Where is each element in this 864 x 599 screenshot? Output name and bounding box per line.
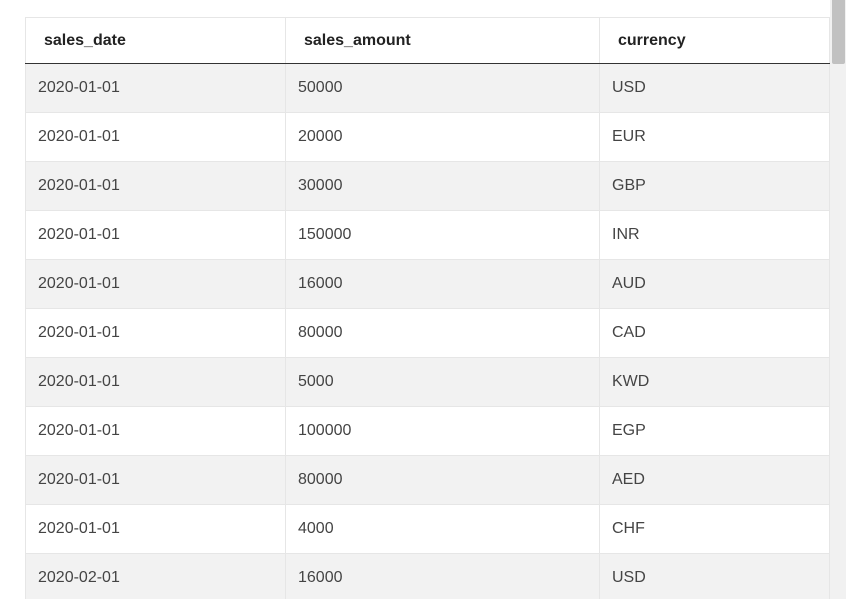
vertical-scrollbar[interactable] bbox=[830, 0, 846, 599]
table-row: 2020-01-01 16000 AUD bbox=[25, 259, 830, 309]
table-row: 2020-01-01 4000 CHF bbox=[25, 504, 830, 554]
table-row: 2020-01-01 5000 KWD bbox=[25, 357, 830, 407]
cell-sales-amount: 20000 bbox=[285, 112, 600, 162]
table-row: 2020-01-01 20000 EUR bbox=[25, 112, 830, 162]
cell-sales-amount: 150000 bbox=[285, 210, 600, 260]
cell-sales-amount: 30000 bbox=[285, 161, 600, 211]
column-header-currency[interactable]: currency bbox=[599, 17, 830, 64]
cell-currency: INR bbox=[599, 210, 830, 260]
cell-sales-amount: 5000 bbox=[285, 357, 600, 407]
cell-sales-date: 2020-01-01 bbox=[25, 357, 286, 407]
right-gutter bbox=[846, 0, 864, 599]
cell-sales-date: 2020-01-01 bbox=[25, 210, 286, 260]
table-row: 2020-01-01 30000 GBP bbox=[25, 161, 830, 211]
table-row: 2020-01-01 50000 USD bbox=[25, 63, 830, 113]
cell-currency: AUD bbox=[599, 259, 830, 309]
cell-sales-amount: 100000 bbox=[285, 406, 600, 456]
cell-currency: GBP bbox=[599, 161, 830, 211]
cell-sales-date: 2020-01-01 bbox=[25, 455, 286, 505]
cell-sales-date: 2020-02-01 bbox=[25, 553, 286, 599]
cell-sales-amount: 16000 bbox=[285, 259, 600, 309]
scrollbar-thumb[interactable] bbox=[832, 0, 845, 64]
cell-sales-date: 2020-01-01 bbox=[25, 308, 286, 358]
cell-sales-date: 2020-01-01 bbox=[25, 406, 286, 456]
cell-sales-amount: 80000 bbox=[285, 308, 600, 358]
cell-currency: EUR bbox=[599, 112, 830, 162]
table-header: sales_date sales_amount currency bbox=[25, 17, 830, 64]
cell-currency: CHF bbox=[599, 504, 830, 554]
table-body: 2020-01-01 50000 USD 2020-01-01 20000 EU… bbox=[25, 63, 830, 599]
table-row: 2020-01-01 80000 CAD bbox=[25, 308, 830, 358]
cell-currency: USD bbox=[599, 63, 830, 113]
cell-sales-date: 2020-01-01 bbox=[25, 259, 286, 309]
cell-currency: KWD bbox=[599, 357, 830, 407]
cell-sales-date: 2020-01-01 bbox=[25, 504, 286, 554]
cell-currency: AED bbox=[599, 455, 830, 505]
table-row: 2020-01-01 100000 EGP bbox=[25, 406, 830, 456]
column-header-sales-amount[interactable]: sales_amount bbox=[285, 17, 600, 64]
results-table: sales_date sales_amount currency 2020-01… bbox=[25, 17, 830, 599]
table-row: 2020-02-01 16000 USD bbox=[25, 553, 830, 599]
cell-sales-amount: 80000 bbox=[285, 455, 600, 505]
table-row: 2020-01-01 80000 AED bbox=[25, 455, 830, 505]
cell-sales-date: 2020-01-01 bbox=[25, 63, 286, 113]
cell-currency: USD bbox=[599, 553, 830, 599]
cell-sales-amount: 16000 bbox=[285, 553, 600, 599]
cell-sales-amount: 50000 bbox=[285, 63, 600, 113]
cell-currency: EGP bbox=[599, 406, 830, 456]
header-row: sales_date sales_amount currency bbox=[25, 17, 830, 64]
column-header-sales-date[interactable]: sales_date bbox=[25, 17, 286, 64]
results-table-container: sales_date sales_amount currency 2020-01… bbox=[25, 17, 830, 599]
cell-sales-date: 2020-01-01 bbox=[25, 112, 286, 162]
cell-sales-date: 2020-01-01 bbox=[25, 161, 286, 211]
cell-currency: CAD bbox=[599, 308, 830, 358]
table-row: 2020-01-01 150000 INR bbox=[25, 210, 830, 260]
cell-sales-amount: 4000 bbox=[285, 504, 600, 554]
